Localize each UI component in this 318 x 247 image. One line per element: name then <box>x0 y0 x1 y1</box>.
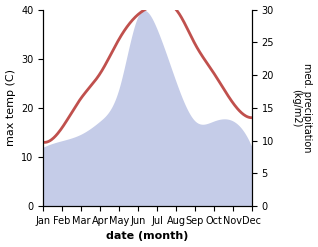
Y-axis label: max temp (C): max temp (C) <box>5 69 16 146</box>
Y-axis label: med. precipitation
(kg/m2): med. precipitation (kg/m2) <box>291 63 313 153</box>
X-axis label: date (month): date (month) <box>107 231 189 242</box>
